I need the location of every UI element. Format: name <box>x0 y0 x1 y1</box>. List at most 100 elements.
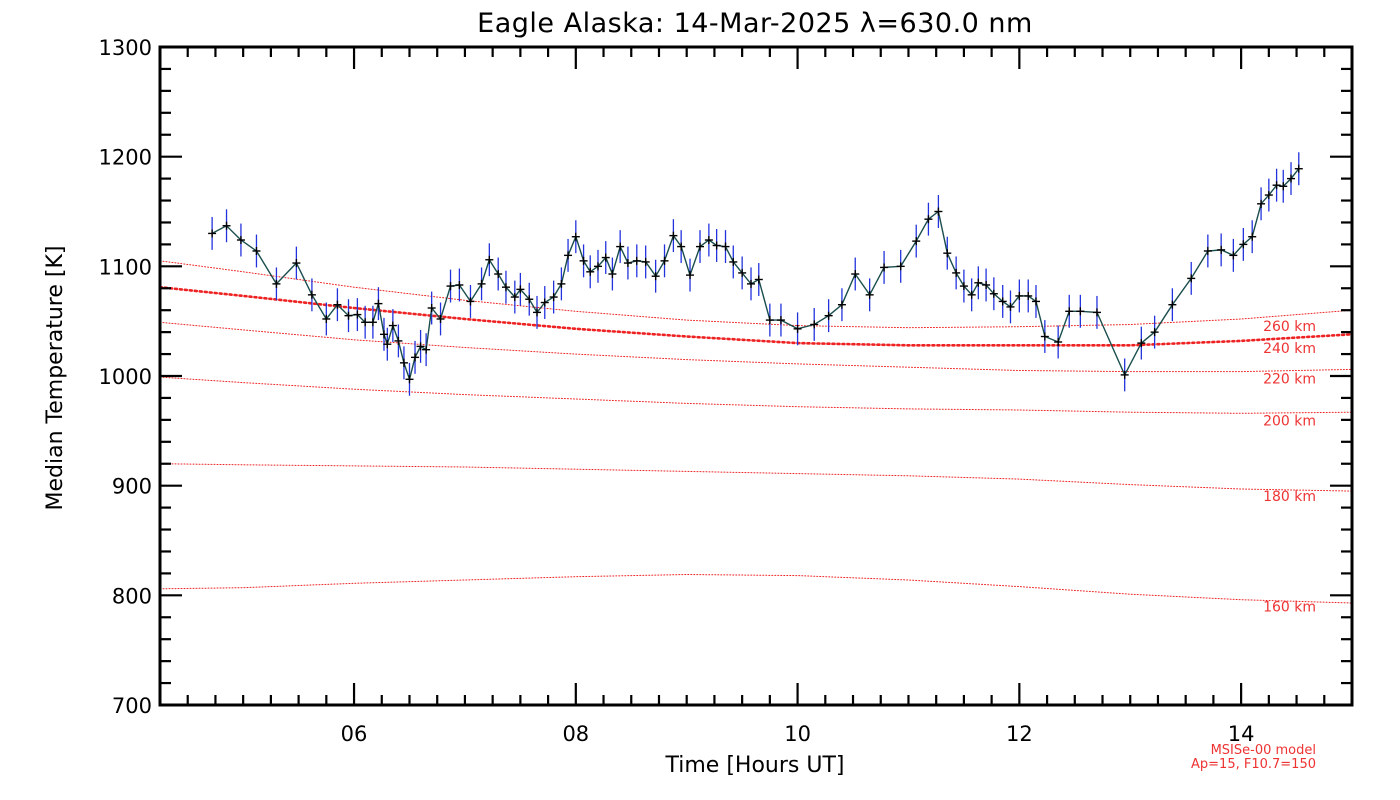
data-point <box>427 304 436 313</box>
data-point <box>865 290 874 299</box>
y-tick-label: 1300 <box>99 36 152 60</box>
data-point <box>436 314 445 323</box>
data-point <box>912 237 921 246</box>
data-point <box>952 268 961 277</box>
data-series <box>208 152 1303 396</box>
data-point <box>880 263 889 272</box>
model-label-260km: 260 km <box>1263 319 1316 335</box>
data-point <box>579 256 588 265</box>
y-tick-label: 700 <box>112 694 152 718</box>
data-point <box>616 242 625 251</box>
data-point <box>477 279 486 288</box>
data-point <box>924 215 933 224</box>
data-point <box>1239 240 1248 249</box>
data-point <box>974 278 983 287</box>
data-point <box>959 282 968 291</box>
data-point <box>712 241 721 250</box>
data-point <box>1217 245 1226 254</box>
data-point <box>824 311 833 320</box>
data-point <box>549 293 558 302</box>
data-point <box>651 272 660 281</box>
data-point <box>593 262 602 271</box>
data-point <box>586 267 595 276</box>
data-point <box>1054 338 1063 347</box>
data-point <box>896 262 905 271</box>
data-point <box>810 320 819 329</box>
data-point <box>422 345 431 354</box>
data-point <box>982 280 991 289</box>
y-tick-label: 1200 <box>99 146 152 170</box>
data-point <box>1065 307 1074 316</box>
data-point <box>557 279 566 288</box>
data-point <box>765 316 774 325</box>
data-point <box>374 299 383 308</box>
x-tick-label: 06 <box>341 722 368 746</box>
data-point <box>754 275 763 284</box>
model-label-160km: 160 km <box>1263 600 1316 616</box>
model-curve-160km <box>159 573 1353 604</box>
data-point <box>361 318 370 327</box>
data-point <box>1006 302 1015 311</box>
data-point <box>501 283 510 292</box>
chart-title: Eagle Alaska: 14-Mar-2025 λ=630.0 nm <box>477 8 1033 39</box>
model-note-line-2: Ap=15, F10.7=150 <box>1191 757 1316 772</box>
data-point <box>1031 297 1040 306</box>
x-axis-label: Time [Hours UT] <box>665 753 845 778</box>
data-point <box>222 221 231 230</box>
y-tick-label: 800 <box>112 584 152 608</box>
data-point <box>1294 164 1303 173</box>
data-point <box>516 285 525 294</box>
data-point <box>632 256 641 265</box>
data-point <box>851 270 860 279</box>
y-tick-label: 1000 <box>99 365 152 389</box>
data-point <box>669 231 678 240</box>
data-point <box>411 353 420 362</box>
data-point <box>1040 332 1049 341</box>
data-point <box>533 308 542 317</box>
data-point <box>677 242 686 251</box>
model-label-180km: 180 km <box>1263 489 1316 505</box>
data-point <box>525 295 534 304</box>
data-point <box>416 342 425 351</box>
data-point <box>721 242 730 251</box>
data-point <box>776 316 785 325</box>
data-point <box>738 268 747 277</box>
y-tick-label: 900 <box>112 475 152 499</box>
data-point <box>837 300 846 309</box>
model-label-220km: 220 km <box>1263 372 1316 388</box>
data-point <box>208 229 217 238</box>
data-point <box>388 321 397 330</box>
data-point <box>660 256 669 265</box>
data-point <box>466 297 475 306</box>
data-point <box>1092 308 1101 317</box>
data-point <box>252 246 261 255</box>
data-point <box>943 249 952 258</box>
data-point <box>601 253 610 262</box>
data-point <box>608 270 617 279</box>
data-point <box>1279 182 1288 191</box>
data-point <box>641 257 650 266</box>
data-point <box>934 207 943 216</box>
data-point <box>1272 181 1281 190</box>
data-point <box>307 290 316 299</box>
data-point <box>989 289 998 298</box>
data-point <box>353 310 362 319</box>
data-point <box>1257 199 1266 208</box>
data-point <box>540 298 549 307</box>
data-point <box>1287 174 1296 183</box>
data-point <box>1150 328 1159 337</box>
data-point <box>998 297 1007 306</box>
model-curve-200km <box>159 376 1353 414</box>
model-curve-260km <box>159 260 1353 329</box>
data-point <box>1187 274 1196 283</box>
data-point <box>967 290 976 299</box>
data-point <box>1024 291 1033 300</box>
data-point <box>1248 232 1257 241</box>
y-tick-label: 1100 <box>99 255 152 279</box>
data-point <box>383 340 392 349</box>
data-point <box>1120 370 1129 379</box>
data-point <box>793 324 802 333</box>
data-point <box>494 270 503 279</box>
data-point <box>399 358 408 367</box>
